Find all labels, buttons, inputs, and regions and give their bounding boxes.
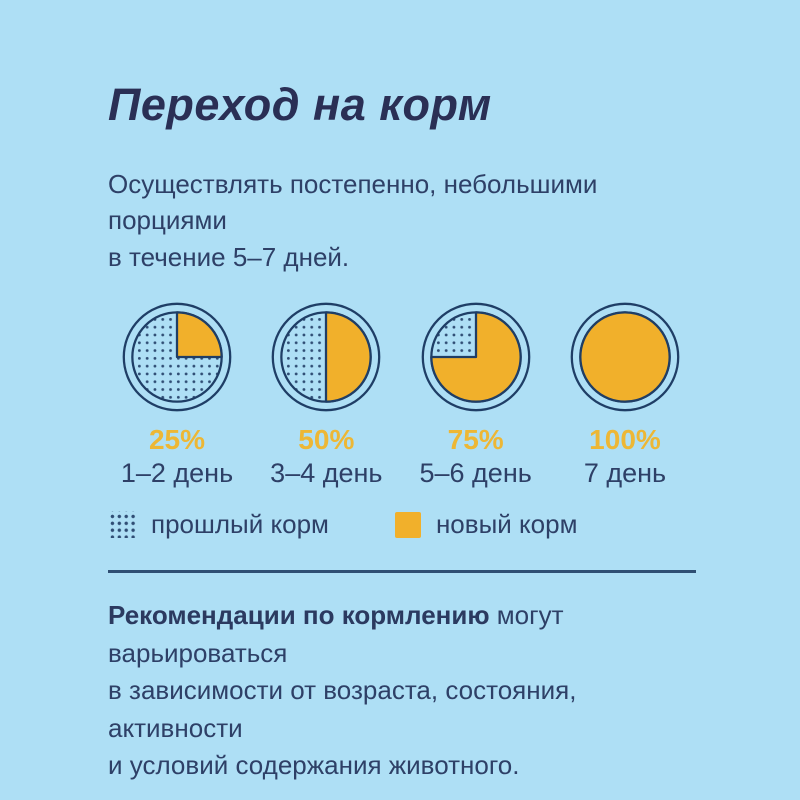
pie-chart-25-percent-icon bbox=[122, 302, 232, 412]
intro-line-2: в течение 5–7 дней. bbox=[108, 242, 350, 273]
legend-label-new-food: новый корм bbox=[435, 509, 578, 540]
transition-step-3: 75% 5–6 день bbox=[407, 300, 545, 489]
percent-label: 50% bbox=[298, 424, 355, 456]
yellow-swatch-icon bbox=[394, 511, 421, 538]
recommendation-lead: Рекомендации по кормлению bbox=[108, 600, 490, 631]
day-range-label: 3–4 день bbox=[270, 458, 383, 489]
percent-label: 75% bbox=[447, 424, 504, 456]
water-access-note: Обеспечьте собаке постоянный доступ к св… bbox=[108, 794, 694, 800]
legend-item-new-food: новый корм bbox=[394, 509, 578, 540]
intro-line-1: Осуществлять постепенно, небольшими порц… bbox=[108, 168, 598, 236]
percent-label: 100% bbox=[589, 424, 661, 456]
water-line-1: Обеспечьте собаке постоянный доступ к св… bbox=[108, 794, 694, 800]
page-title: Переход на корм bbox=[108, 79, 492, 130]
day-range-label: 7 день bbox=[583, 458, 667, 489]
day-range-label: 1–2 день bbox=[120, 458, 234, 489]
pie-chart-75-percent-icon bbox=[421, 302, 530, 412]
recommendation-line-1: Рекомендации по кормлению могут варьиров… bbox=[108, 600, 564, 668]
transition-step-2: 50% 3–4 день bbox=[257, 300, 395, 489]
transition-step-1: 25% 1–2 день bbox=[108, 300, 246, 489]
legend-item-old-food: прошлый корм bbox=[108, 509, 329, 540]
recommendation-line-2: в зависимости от возраста, состояния, ак… bbox=[108, 675, 577, 743]
feeding-recommendation-note: Рекомендации по кормлению могут варьиров… bbox=[108, 597, 694, 784]
recommendation-line-3: и условий содержания животного. bbox=[108, 749, 520, 780]
legend: прошлый корм новый корм bbox=[108, 509, 694, 540]
percent-label: 25% bbox=[148, 424, 206, 456]
transition-step-4: 100% 7 день bbox=[556, 300, 694, 489]
intro-text: Осуществлять постепенно, небольшими порц… bbox=[108, 166, 694, 277]
pie-chart-50-percent-icon bbox=[271, 302, 381, 412]
divider-line bbox=[108, 570, 696, 574]
legend-label-old-food: прошлый корм bbox=[151, 509, 329, 540]
day-range-label: 5–6 день bbox=[419, 458, 532, 489]
transition-steps-row: 25% 1–2 день 50% 3–4 день 75% 5–6 день 1… bbox=[108, 300, 694, 489]
pie-chart-100-percent-icon bbox=[570, 302, 680, 412]
dotted-pattern-icon bbox=[108, 511, 136, 539]
